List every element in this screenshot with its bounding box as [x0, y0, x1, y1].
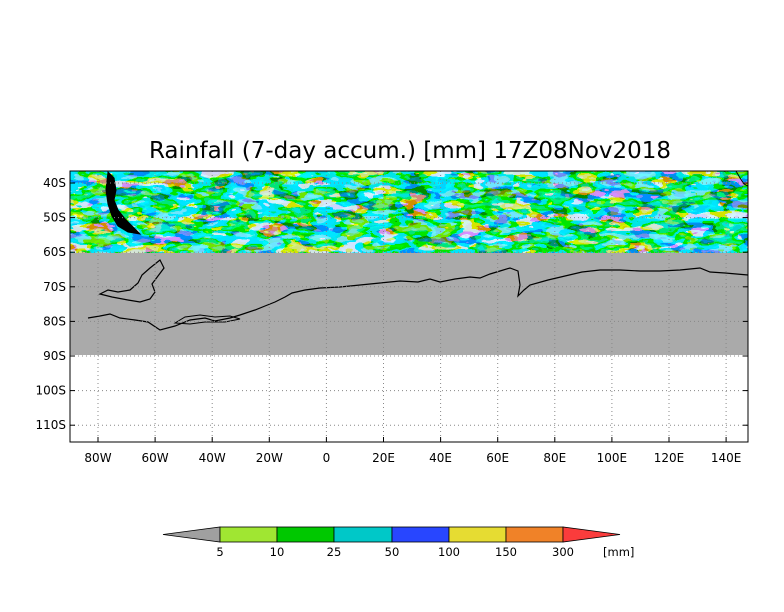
latitude-axis: 40S 50S 60S 70S 80S 90S 100S 110S — [35, 176, 748, 432]
antarctica-coastline — [87, 267, 748, 331]
lon-label: 140E — [711, 451, 742, 465]
lat-label: 60S — [43, 245, 66, 259]
colorbar-segment — [562, 526, 621, 543]
colorbar-segment — [391, 526, 450, 543]
map-area — [70, 171, 748, 442]
lat-label: 100S — [35, 384, 66, 398]
lon-label: 100E — [597, 451, 628, 465]
colorbar-segment — [162, 526, 221, 543]
colorbar-segment — [276, 526, 335, 543]
lon-label: 60E — [486, 451, 509, 465]
lon-label: 40E — [429, 451, 452, 465]
colorbar-segment — [219, 526, 278, 543]
colorbar-segment — [333, 526, 393, 543]
lat-label: 110S — [35, 418, 66, 432]
colorbar-segment — [448, 526, 507, 543]
map-frame — [69, 170, 749, 443]
colorbar-label: 100 — [438, 545, 460, 559]
colorbar: 5 10 25 50 100 150 300 — [162, 526, 621, 559]
colorbar-unit: [mm] — [603, 545, 634, 559]
colorbar-label: 150 — [495, 545, 517, 559]
rainfall-field — [70, 171, 748, 253]
lat-label: 70S — [43, 280, 66, 294]
colorbar-label: 5 — [216, 545, 223, 559]
lon-label: 0 — [323, 451, 331, 465]
peninsula-coastline — [98, 259, 165, 303]
colorbar-label: 25 — [327, 545, 342, 559]
lon-label: 120E — [654, 451, 685, 465]
lat-label: 90S — [43, 349, 66, 363]
lon-label: 20W — [256, 451, 283, 465]
lat-label: 80S — [43, 314, 66, 328]
colorbar-label: 300 — [552, 545, 574, 559]
lat-label: 40S — [43, 176, 66, 190]
lon-label: 80E — [543, 451, 566, 465]
lon-label: 60W — [142, 451, 169, 465]
colorbar-label: 10 — [270, 545, 285, 559]
south-america-coastline — [105, 171, 142, 235]
lat-label: 50S — [43, 211, 66, 225]
southern-africa-coast — [735, 171, 748, 187]
colorbar-label: 50 — [385, 545, 400, 559]
lon-label: 80W — [84, 451, 111, 465]
map-gridlines — [70, 171, 748, 442]
longitude-axis: 80W 60W 40W 20W 0 20E 40E 60E 80E 100E 120E 140E — [84, 437, 741, 465]
map-title: Rainfall (7-day accum.) [mm] 17Z08Nov201… — [149, 138, 671, 164]
colorbar-segment — [505, 526, 564, 543]
lon-label: 40W — [199, 451, 226, 465]
lon-label: 20E — [372, 451, 395, 465]
ice-shelf-outline — [173, 314, 241, 325]
